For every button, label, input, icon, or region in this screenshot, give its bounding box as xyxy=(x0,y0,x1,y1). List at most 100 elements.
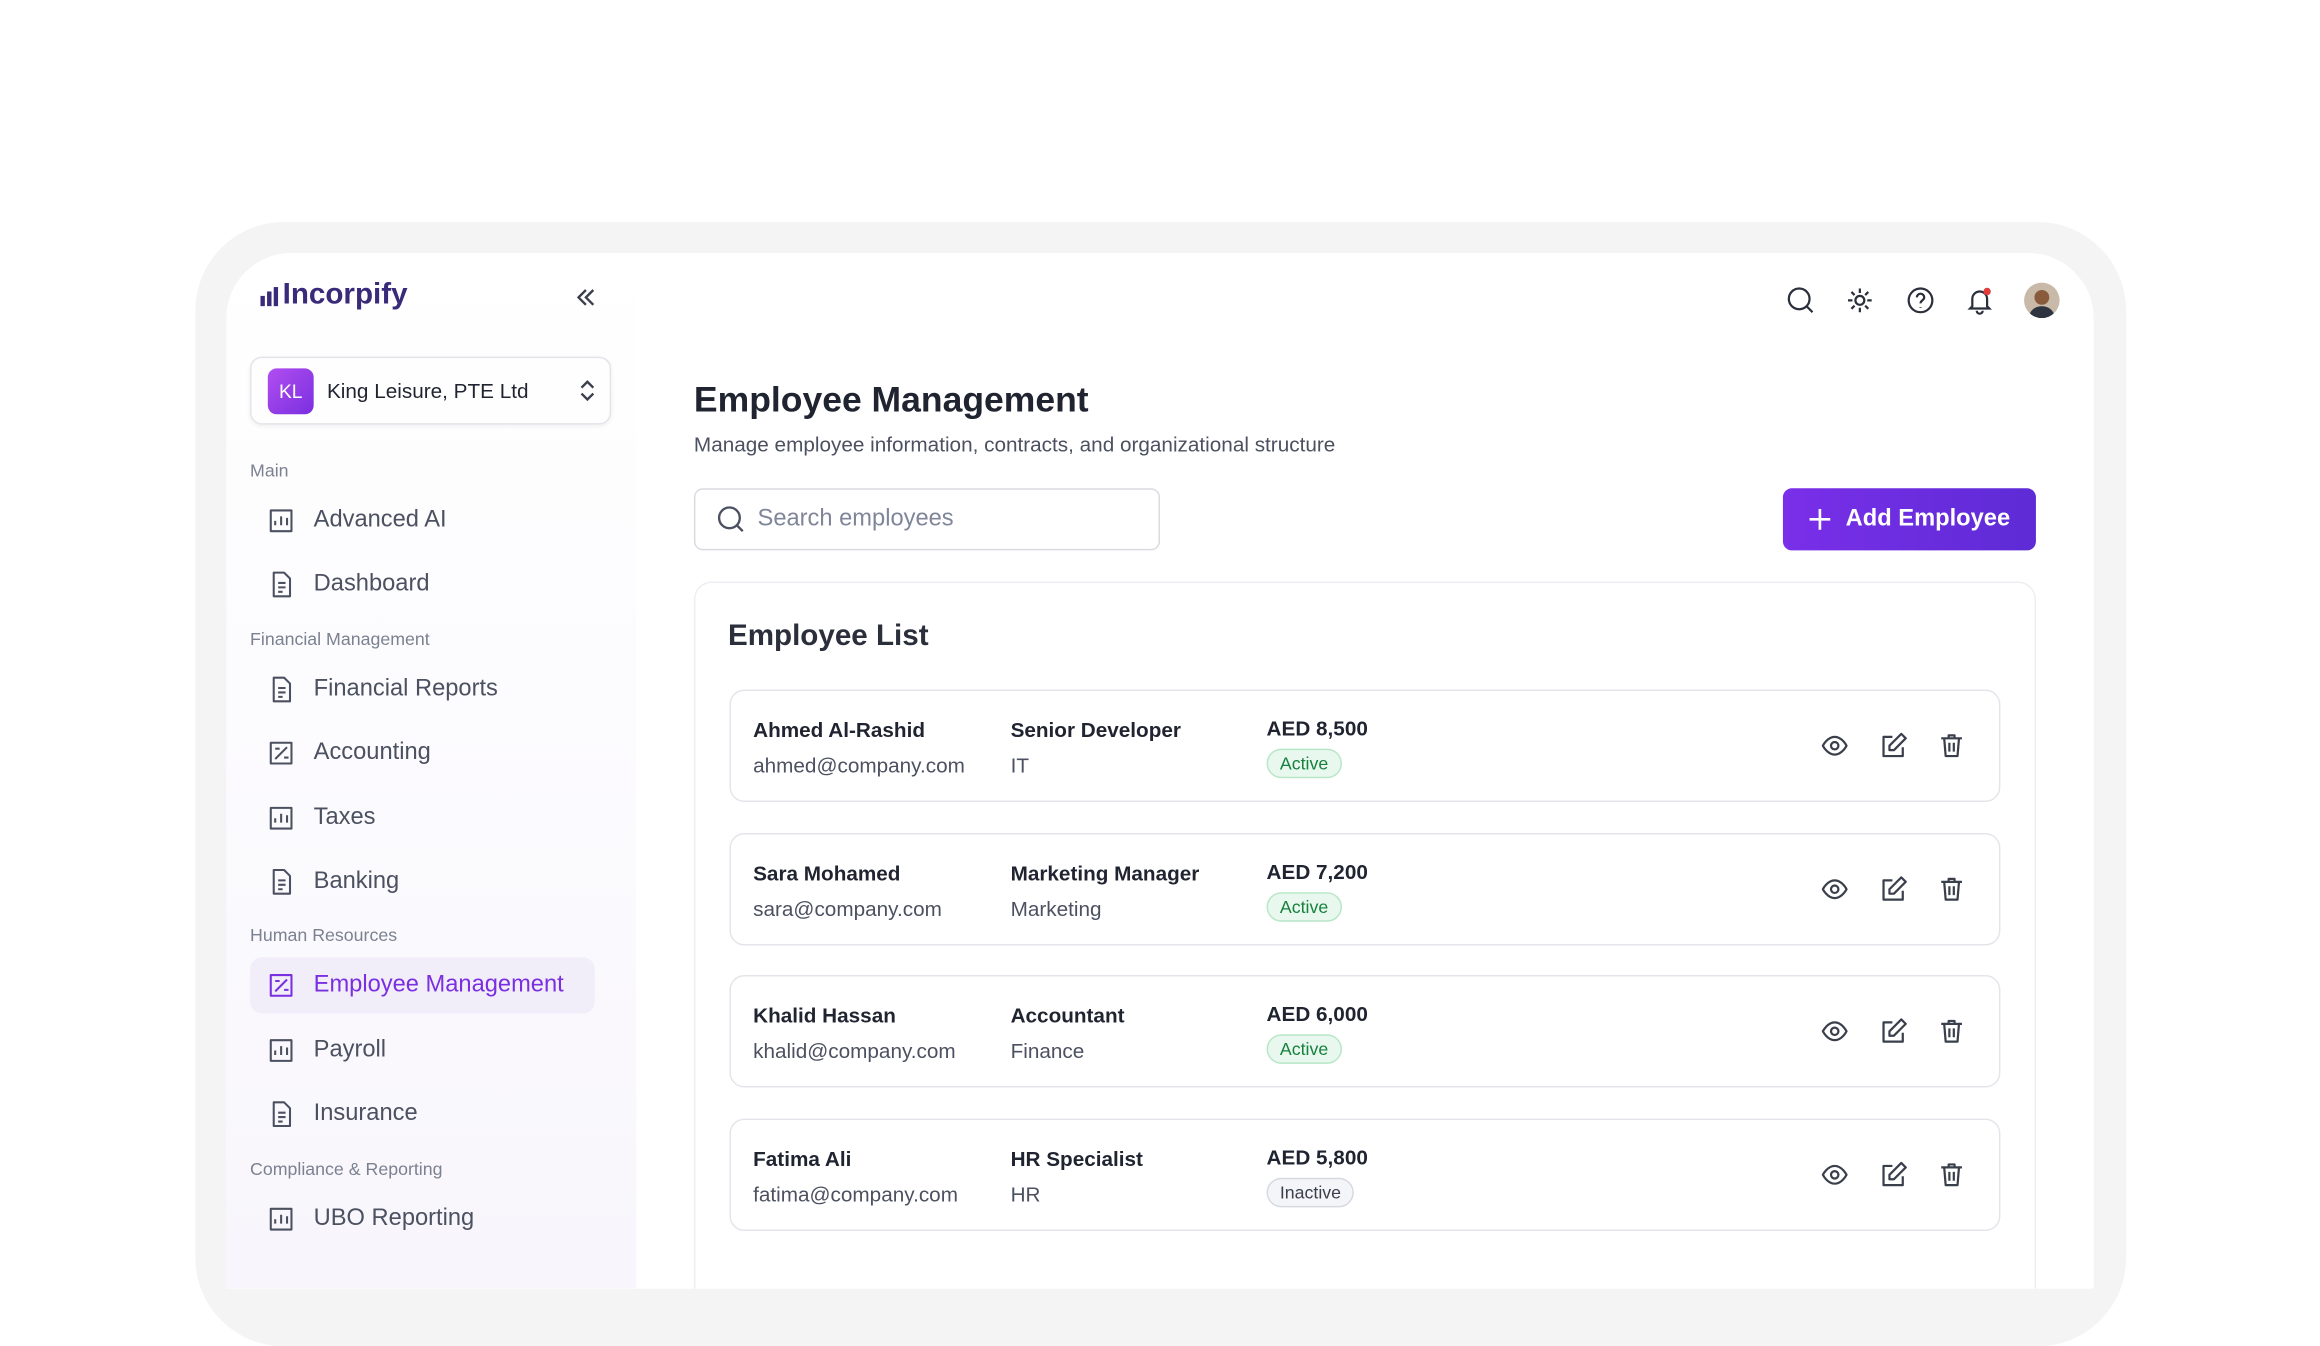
avatar[interactable] xyxy=(2024,282,2060,319)
employee-name: Fatima Ali xyxy=(753,1146,852,1171)
nav-label: Payroll xyxy=(313,1036,387,1063)
nav-label: Accounting xyxy=(313,740,431,766)
help-icon[interactable] xyxy=(1905,286,1935,316)
action-icon xyxy=(1821,1021,1848,1042)
nav-item[interactable]: Accounting xyxy=(250,725,595,781)
action-icon xyxy=(1821,735,1848,756)
edit-button[interactable] xyxy=(1878,874,1908,904)
nav-item[interactable]: Dashboard xyxy=(250,557,595,613)
button-label: Add Employee xyxy=(1845,506,2011,532)
logo[interactable]: Incorpify xyxy=(260,278,408,312)
icon xyxy=(1907,287,1934,314)
stage: Incorpify KL King Leisure, PTE Ltd Main A… xyxy=(195,221,2127,1346)
employee-department: Marketing xyxy=(1010,896,1102,920)
nav-section: Financial Management xyxy=(250,628,430,650)
nav-icon xyxy=(269,806,293,830)
employee-row: Ahmed Al-Rashid ahmed@company.com Senior D… xyxy=(729,689,2001,802)
employee-row: Fatima Ali fatima@company.com HR Specialis… xyxy=(729,1118,2001,1232)
plus-icon xyxy=(1810,508,1831,530)
chevrons xyxy=(580,380,595,402)
app-panel: Incorpify KL King Leisure, PTE Ltd Main A… xyxy=(226,253,2094,1289)
nav-section: Main xyxy=(250,460,289,481)
company-name: King Leisure, PTE Ltd xyxy=(326,378,529,403)
employee-email: fatima@company.com xyxy=(753,1182,958,1207)
nav-label: Advanced AI xyxy=(313,507,447,533)
employee-department: Finance xyxy=(1010,1039,1085,1063)
employee-name: Ahmed Al-Rashid xyxy=(753,717,925,742)
employee-email: ahmed@company.com xyxy=(753,753,965,777)
employee-row: Khalid Hassan khalid@company.com Accountan… xyxy=(729,975,2001,1089)
action-icon xyxy=(1881,1018,1907,1044)
avatar-image xyxy=(2028,290,2056,319)
logo-mark xyxy=(260,286,279,306)
nav-icon xyxy=(269,742,293,765)
nav-item[interactable]: Employee Management xyxy=(250,957,595,1015)
status-badge: Active xyxy=(1266,1034,1342,1065)
nav-icon xyxy=(272,572,292,598)
sidebar: Incorpify KL King Leisure, PTE Ltd Main A… xyxy=(226,253,637,1289)
page-subtitle: Manage employee information, contracts, … xyxy=(693,432,1336,456)
action-icon xyxy=(1881,732,1907,758)
delete-button[interactable] xyxy=(1937,874,1967,904)
icon xyxy=(1848,288,1873,313)
employee-role: Senior Developer xyxy=(1010,717,1181,742)
nav-item[interactable]: Insurance xyxy=(250,1086,595,1142)
action-icon xyxy=(1941,1020,1962,1044)
icon xyxy=(1967,287,1993,315)
nav-item[interactable]: Advanced AI xyxy=(250,493,595,549)
status-badge: Active xyxy=(1266,748,1342,779)
search-box[interactable]: Search employees xyxy=(693,488,1161,551)
view-button[interactable] xyxy=(1820,1160,1850,1190)
nav-label: Taxes xyxy=(313,804,376,830)
employee-row: Sara Mohamed sara@company.com Marketing Ma… xyxy=(729,832,2001,946)
edit-button[interactable] xyxy=(1878,731,1908,761)
company-initials: KL xyxy=(267,367,314,414)
action-icon xyxy=(1941,877,1962,901)
nav-label: Employee Management xyxy=(313,972,564,998)
delete-button[interactable] xyxy=(1937,731,1967,761)
add-employee-button[interactable]: Add Employee xyxy=(1782,488,2036,551)
employee-name: Khalid Hassan xyxy=(753,1003,896,1028)
search-placeholder: Search employees xyxy=(757,506,954,532)
action-icon xyxy=(1821,878,1848,899)
employee-role: Accountant xyxy=(1010,1003,1125,1028)
nav-label: Insurance xyxy=(313,1101,418,1127)
nav-icon xyxy=(269,1207,293,1230)
view-button[interactable] xyxy=(1820,1017,1850,1047)
delete-button[interactable] xyxy=(1937,1017,1967,1047)
collapse-icon[interactable] xyxy=(574,286,598,310)
list-title: Employee List xyxy=(727,619,929,653)
employee-department: IT xyxy=(1010,753,1029,777)
delete-button[interactable] xyxy=(1937,1160,1967,1190)
nav-section: Human Resources xyxy=(250,925,398,947)
nav-item[interactable]: Payroll xyxy=(250,1022,595,1078)
brand: Incorpify xyxy=(282,278,408,311)
company-selector[interactable]: KL King Leisure, PTE Ltd xyxy=(250,356,612,425)
employee-role: HR Specialist xyxy=(1010,1146,1143,1171)
nav-icon xyxy=(269,509,293,533)
list-card xyxy=(693,581,2036,1289)
view-button[interactable] xyxy=(1820,874,1850,904)
nav-item[interactable]: UBO Reporting xyxy=(250,1190,595,1246)
notifications-icon[interactable] xyxy=(1965,286,1995,316)
settings-icon[interactable] xyxy=(1846,286,1876,316)
action-icon xyxy=(1941,1163,1962,1187)
edit-button[interactable] xyxy=(1878,1160,1908,1190)
nav-section: Compliance & Reporting xyxy=(250,1157,443,1179)
nav-item[interactable]: Taxes xyxy=(250,790,595,846)
employee-department: HR xyxy=(1010,1182,1041,1207)
nav-label: UBO Reporting xyxy=(313,1205,475,1231)
nav-icon xyxy=(272,1101,292,1128)
edit-button[interactable] xyxy=(1878,1017,1908,1047)
view-button[interactable] xyxy=(1820,731,1850,761)
search-icon[interactable] xyxy=(1786,286,1816,316)
status-badge: Active xyxy=(1266,891,1342,922)
employee-salary: AED 8,500 xyxy=(1266,716,1368,740)
action-icon xyxy=(1821,1164,1848,1185)
nav-item[interactable]: Financial Reports xyxy=(250,661,595,717)
nav-item[interactable]: Banking xyxy=(250,854,595,910)
nav-icon xyxy=(269,1038,293,1062)
status-badge: Inactive xyxy=(1266,1177,1355,1208)
employee-email: khalid@company.com xyxy=(753,1039,956,1063)
nav-label: Banking xyxy=(313,868,400,894)
